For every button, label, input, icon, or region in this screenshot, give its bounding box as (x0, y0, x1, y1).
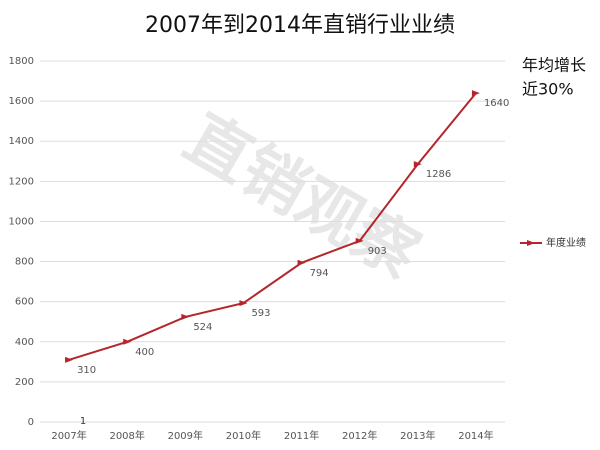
data-label: 593 (251, 308, 270, 319)
data-label: 1286 (426, 169, 451, 180)
x-tick-label: 2010年 (226, 429, 261, 442)
marker (355, 237, 364, 244)
y-tick-label: 1400 (9, 136, 34, 147)
marker (65, 356, 74, 363)
marker (123, 338, 132, 345)
y-tick-label: 1200 (9, 176, 34, 187)
data-label: 310 (77, 365, 96, 376)
y-tick-label: 200 (15, 377, 34, 388)
x-tick-label: 2012年 (342, 429, 377, 442)
x-tick-label: 2009年 (168, 429, 203, 442)
x-tick-label: 2014年 (458, 429, 493, 442)
y-tick-label: 1000 (9, 216, 34, 227)
x-tick-label: 2011年 (284, 429, 319, 442)
data-label: 903 (368, 246, 387, 257)
annotation: 近30% (522, 80, 574, 99)
chart-title: 2007年到2014年直销行业业绩 (145, 13, 455, 38)
y-tick-label: 600 (15, 297, 34, 308)
y-tick-label: 1800 (9, 56, 34, 67)
y-tick-label: 800 (15, 257, 34, 268)
y-tick-label: 0 (28, 417, 34, 428)
data-label: 400 (135, 347, 154, 358)
x-tick-label: 2013年 (400, 429, 435, 442)
marker (471, 90, 480, 97)
annotation: 1 (80, 416, 86, 427)
y-tick-label: 1600 (9, 96, 34, 107)
data-label: 1640 (484, 98, 509, 109)
data-label: 524 (193, 322, 212, 333)
x-tick-label: 2007年 (51, 429, 86, 442)
marker (181, 313, 190, 320)
legend-marker (527, 240, 535, 246)
marker (239, 300, 248, 307)
line (68, 92, 477, 361)
y-tick-label: 400 (15, 337, 34, 348)
marker (297, 259, 306, 266)
data-label: 794 (310, 268, 329, 279)
annotation: 年均增长 (522, 56, 586, 75)
marker (413, 161, 422, 168)
legend-label: 年度业绩 (546, 236, 586, 249)
x-tick-label: 2008年 (109, 429, 144, 442)
